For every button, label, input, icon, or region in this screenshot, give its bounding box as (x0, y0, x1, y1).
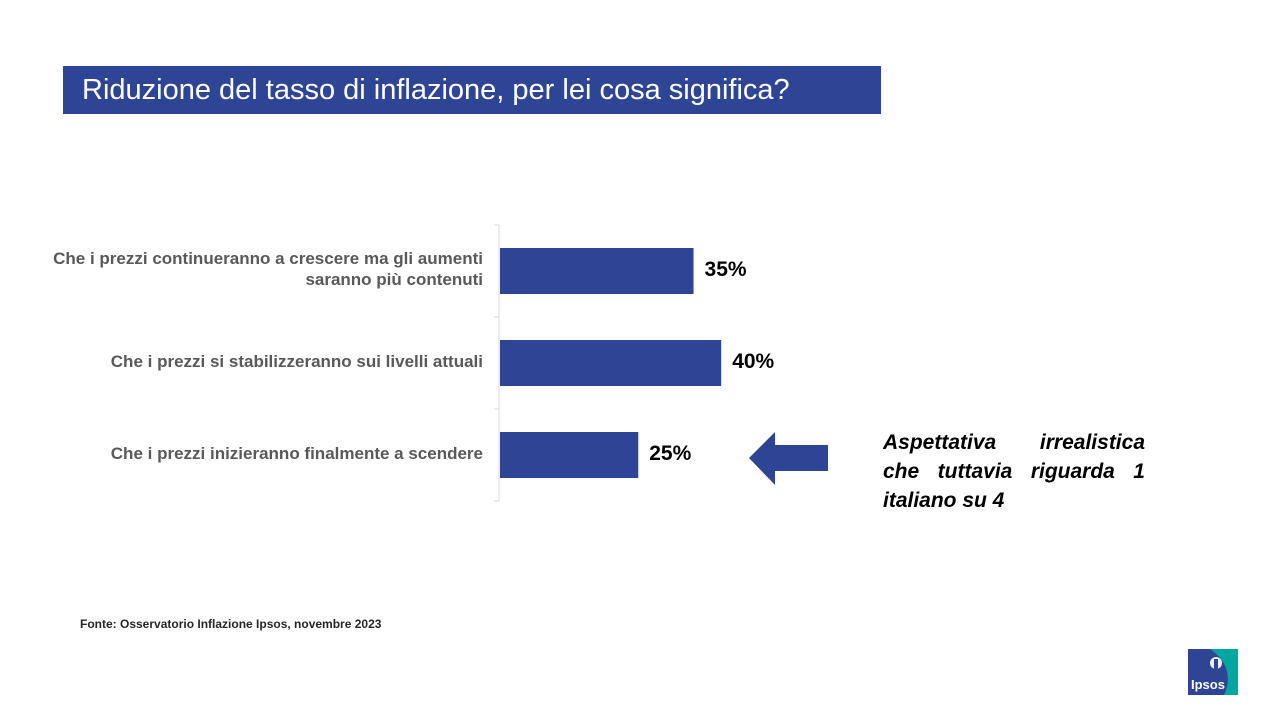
title-banner: Riduzione del tasso di inflazione, per l… (63, 66, 881, 114)
bar (500, 432, 639, 478)
value-label: 35% (704, 258, 747, 281)
ipsos-logo: Ipsos (1188, 649, 1238, 695)
source-note: Fonte: Osservatorio Inflazione Ipsos, no… (80, 617, 382, 631)
bar (500, 248, 694, 294)
page-title: Riduzione del tasso di inflazione, per l… (82, 73, 790, 106)
value-label: 25% (649, 442, 692, 465)
category-label: Che i prezzi si stabilizzeranno sui live… (110, 351, 483, 371)
bar (500, 340, 722, 386)
category-label: Che i prezzi inizieranno finalmente a sc… (110, 443, 483, 463)
value-label: 40% (732, 350, 775, 373)
category-label: Che i prezzi continueranno a crescere ma… (53, 249, 483, 289)
arrow-left-icon (749, 432, 828, 485)
svg-text:Ipsos: Ipsos (1191, 677, 1225, 692)
annotation-text: Aspettativa irrealistica che tuttavia ri… (883, 431, 1145, 512)
